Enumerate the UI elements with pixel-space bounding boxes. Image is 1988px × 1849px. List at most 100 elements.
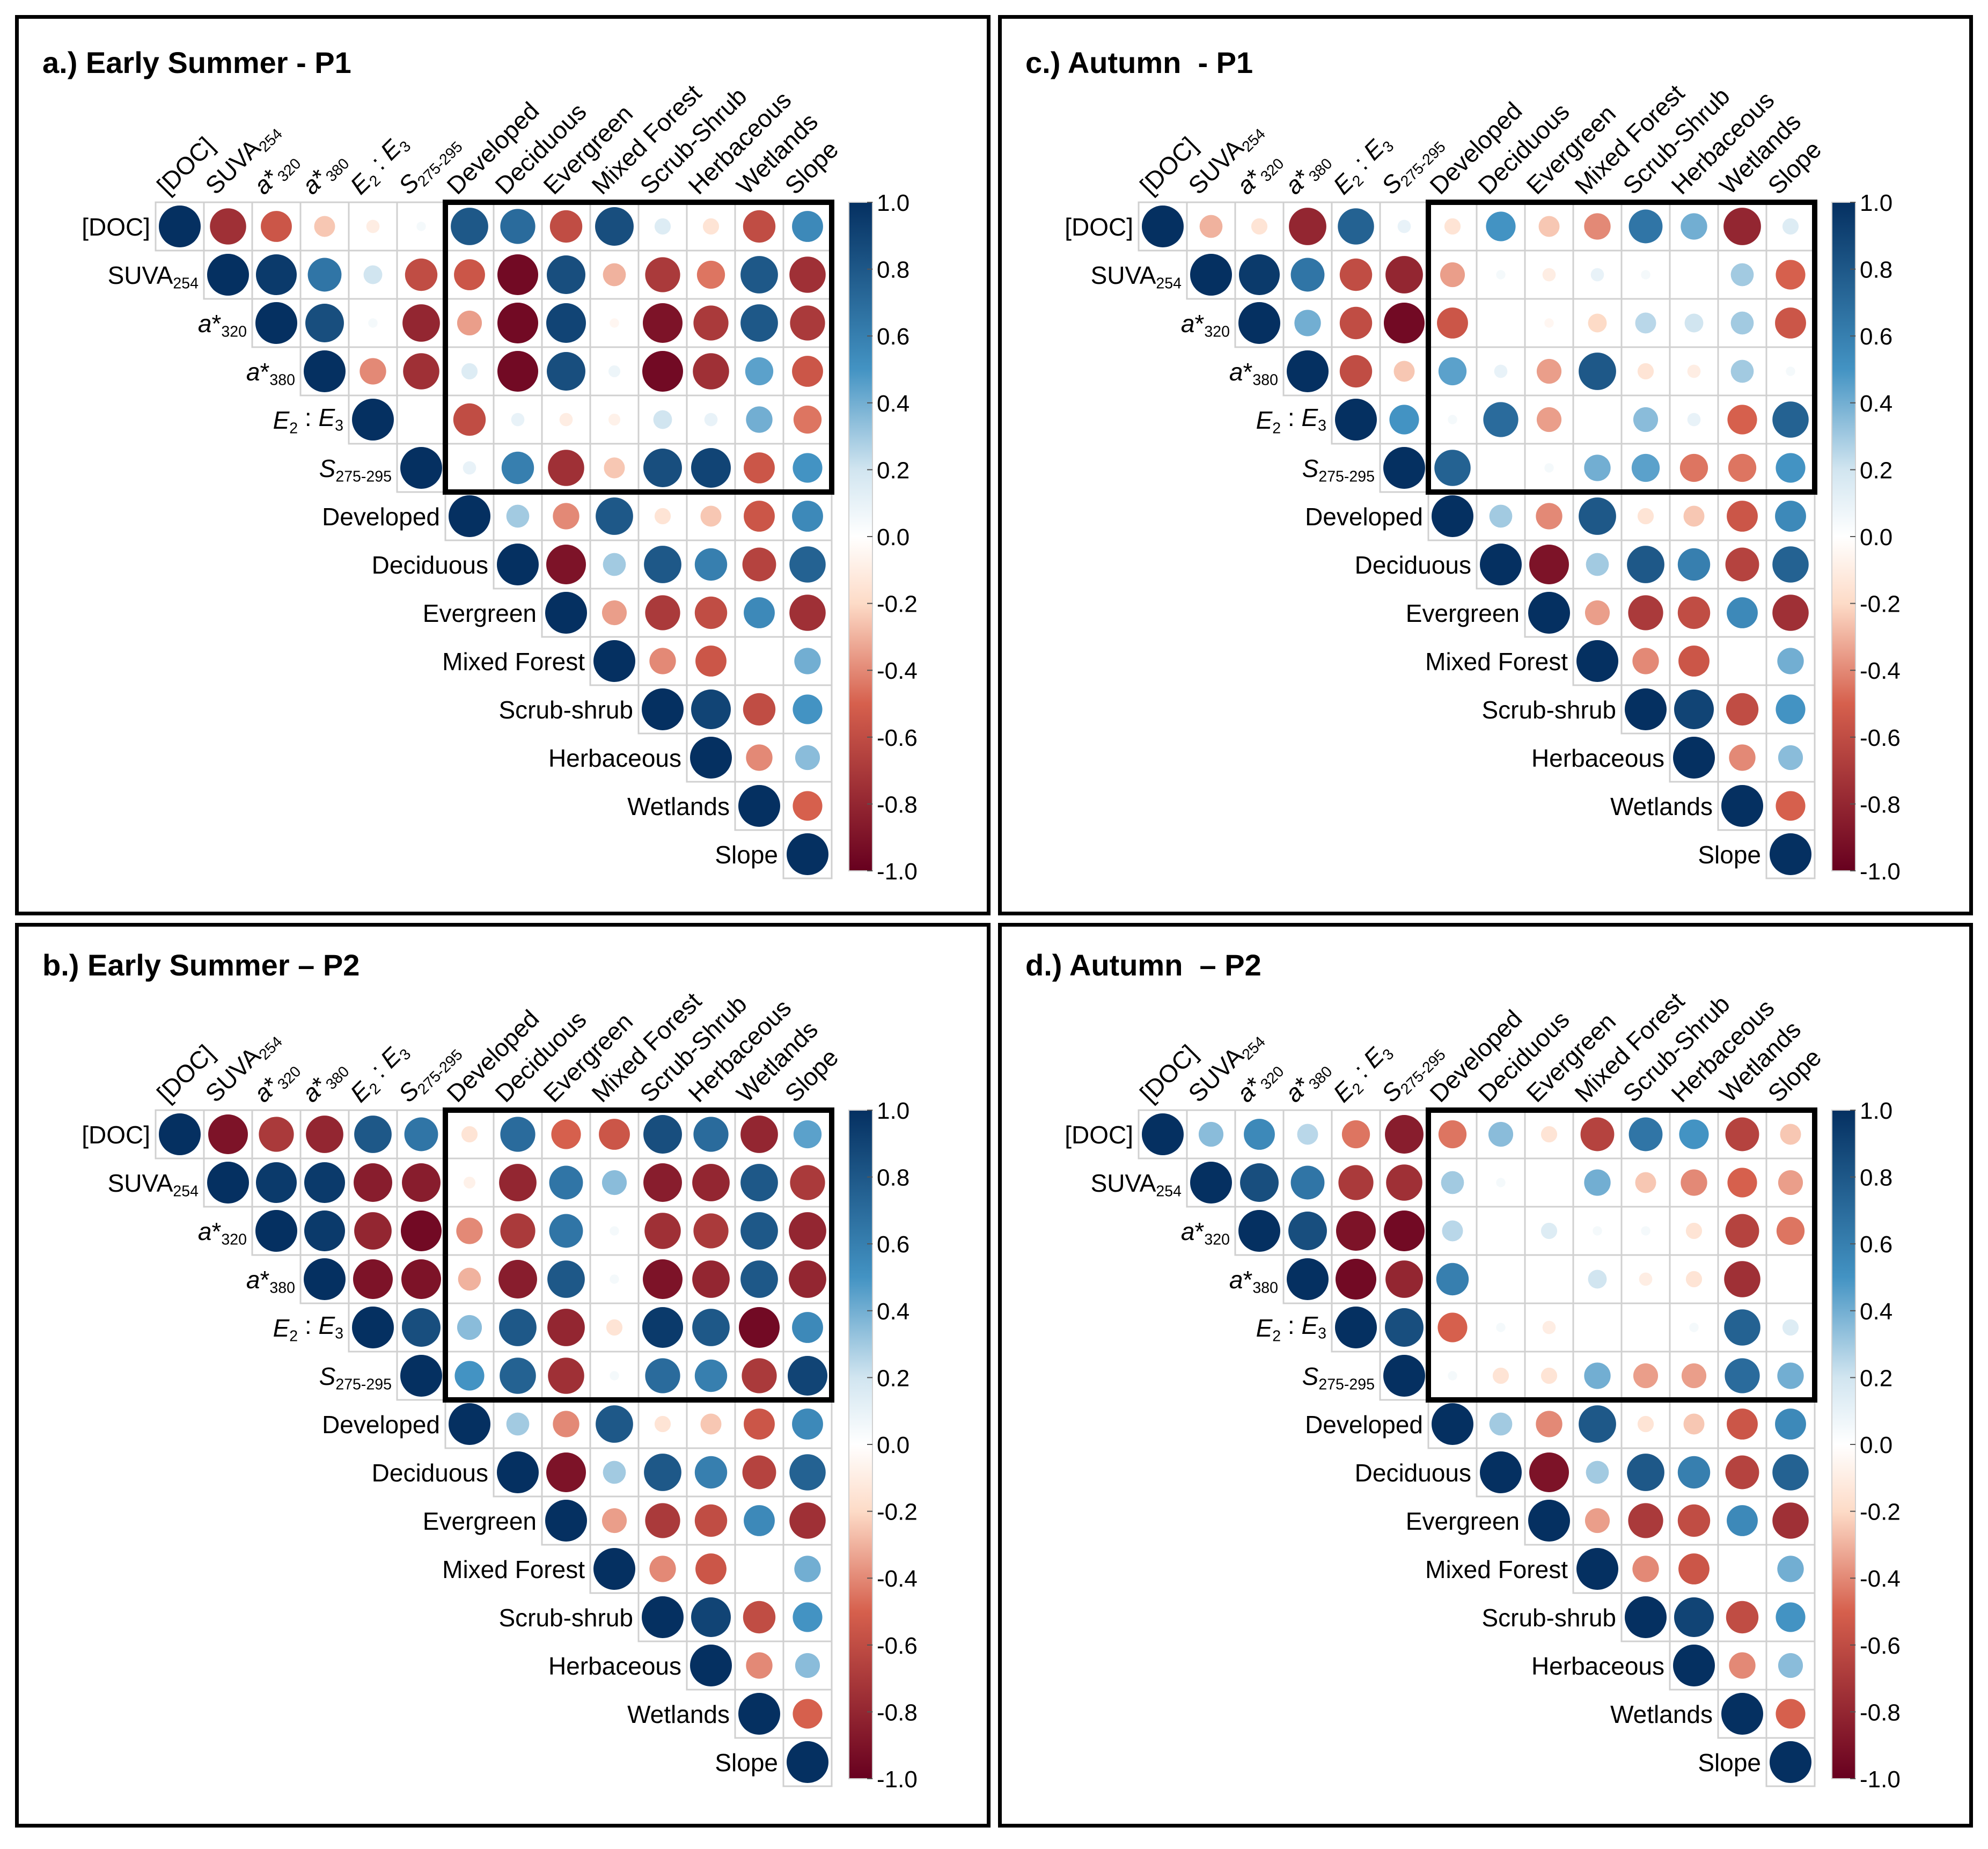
corr-s275-295-slope [788,1356,827,1396]
corr-doc-e2-e3 [366,219,380,233]
corr-deciduous-deciduous [497,1451,539,1493]
corr-s275-295-scrub-shrub [643,449,682,487]
corr-doc-developed [451,208,488,245]
corr-s275-295-scrub-shrub [645,1358,680,1393]
corr-suva254-deciduous [1496,1178,1506,1187]
corr-doc-a-320 [261,211,292,242]
corrplot-grid [155,1109,833,1787]
corr-doc-doc [159,206,201,247]
corr-s275-295-mixed-forest [610,1371,619,1381]
grid-cell [1765,1640,1816,1691]
corr-deciduous-mixed-forest [1586,553,1609,576]
corr-doc-wetlands [743,210,776,243]
grid-cell [1765,1302,1816,1353]
corr-developed-deciduous [1489,504,1513,528]
corr-suva254-suva254 [1190,254,1232,296]
corr-evergreen-herbaceous [1677,1504,1711,1537]
corr-suva254-wetlands [1727,1168,1757,1198]
corr-suva254-wetlands [740,256,778,294]
corr-doc-slope [1780,1124,1801,1145]
corr-doc-developed [1444,218,1461,235]
corr-developed-deciduous [1489,1412,1513,1436]
corr-suva254-a-320 [1238,254,1280,296]
row-label-deciduous: Deciduous [1355,551,1471,579]
corr-a-320-slope [789,1212,826,1250]
colorbar-tick-label: -0.4 [1860,658,1901,684]
corr-e2-e3-mixed-forest [608,413,621,426]
corr-deciduous-scrub-shrub [1627,546,1664,583]
corr-mixed-forest-mixed-forest [1576,1548,1618,1590]
corr-herbaceous-wetlands [1729,744,1756,771]
row-label-a-320: a*320 [198,310,247,341]
row-label-a-320: a*320 [1181,1217,1230,1249]
corr-deciduous-wetlands [1725,547,1759,582]
corr-e2-e3-mixed-forest [606,1319,623,1336]
corr-e2-e3-developed [1437,1312,1468,1342]
corr-suva254-mixed-forest [1590,268,1604,282]
corr-a-320-mixed-forest [610,1226,619,1236]
corr-deciduous-evergreen [1529,545,1569,584]
corr-a-380-herbaceous [1685,1271,1703,1288]
colorbar-tick-label: -1.0 [1860,1766,1901,1793]
corr-evergreen-slope [789,1502,826,1539]
corr-developed-slope [792,1408,823,1440]
corr-a-380-herbaceous [693,353,729,390]
corr-a-320-a-380 [304,1210,346,1252]
colorbar-tick-label: -0.2 [1860,1499,1901,1525]
corr-a-320-a-380 [305,304,344,342]
grid-cell [1572,1351,1623,1401]
corr-s275-295-evergreen [548,450,584,486]
corr-a-380-deciduous [498,1260,537,1298]
corr-mixed-forest-slope [794,1555,821,1582]
corr-a-380-developed [1436,1263,1469,1296]
colorbar-tick-label: -0.4 [1860,1566,1901,1592]
corr-doc-suva254 [210,208,246,245]
grid-cell [1524,1157,1574,1208]
corr-doc-suva254 [1198,1121,1224,1147]
row-label-a-380: a*380 [1229,1266,1278,1297]
corr-wetlands-slope [1776,1699,1806,1729]
corr-e2-e3-e2-e3 [1335,1307,1377,1348]
corr-deciduous-herbaceous [1677,1456,1711,1489]
corr-a-320-herbaceous [1685,1222,1703,1239]
row-label-mixed-forest: Mixed Forest [1425,1555,1568,1583]
corr-s275-295-developed [1434,450,1471,486]
row-label-mixed-forest: Mixed Forest [442,1555,585,1583]
corr-deciduous-deciduous [1480,1451,1522,1493]
corr-developed-developed [1432,495,1473,537]
corr-suva254-slope [1778,1170,1803,1195]
corr-evergreen-slope [1772,595,1809,631]
col-label-a-380: a*380 [296,1053,353,1110]
corr-mixed-forest-herbaceous [695,1553,727,1584]
corr-evergreen-mixed-forest [601,1508,627,1534]
colorbar-tick-label: 0.0 [1860,1432,1892,1458]
corr-mixed-forest-herbaceous [695,645,727,677]
corr-deciduous-slope [1772,546,1809,583]
corr-a-320-a-320 [1238,1210,1280,1252]
corr-s275-295-evergreen [548,1358,584,1394]
corr-doc-s275-295 [416,222,426,231]
grid-cell [1476,1206,1526,1256]
corr-a-320-deciduous [500,1213,535,1249]
corr-e2-e3-slope [793,405,822,434]
corr-a-380-a-380 [304,1258,346,1300]
corr-deciduous-deciduous [497,544,539,585]
corr-scrub-shrub-scrub-shrub [642,688,684,730]
corr-a-380-mixed-forest [608,365,621,378]
corr-a-320-developed [457,310,482,336]
corr-doc-a-380 [1289,208,1326,245]
corr-evergreen-evergreen [1528,592,1570,634]
corr-e2-e3-e2-e3 [1335,399,1377,441]
corr-doc-doc [159,1113,201,1155]
corr-doc-scrub-shrub [643,1115,682,1154]
corr-wetlands-wetlands [738,785,780,827]
corr-deciduous-herbaceous [694,1456,728,1489]
row-label-slope: Slope [715,1749,778,1777]
corr-e2-e3-developed [453,403,486,436]
corr-a-320-wetlands [740,1212,778,1250]
corr-suva254-scrub-shrub [643,1163,682,1202]
corr-doc-mixed-forest [595,207,634,246]
colorbar-tick-label: 0.4 [877,391,909,417]
corr-a-380-wetlands [1730,359,1754,383]
corr-a-320-slope [1776,1216,1805,1245]
